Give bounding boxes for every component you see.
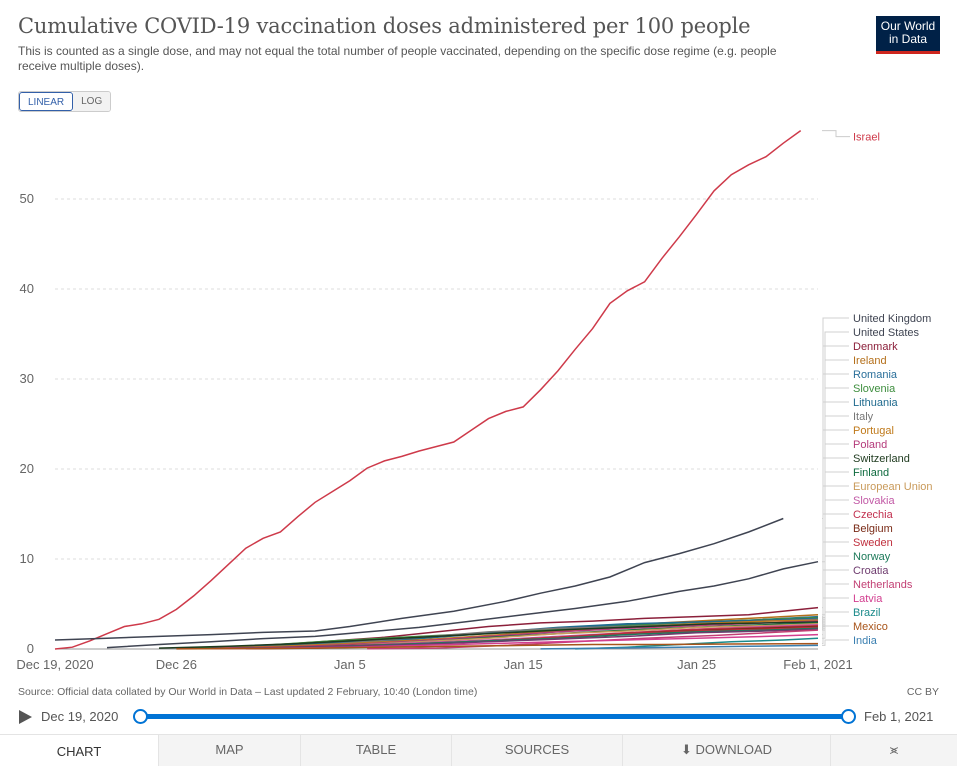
legend-label: Slovakia: [853, 495, 895, 507]
y-tick-label: 20: [20, 461, 34, 476]
legend-connector: [822, 611, 849, 639]
legend-connector: [822, 331, 849, 563]
legend-connector: [822, 597, 849, 636]
legend-label: Brazil: [853, 607, 881, 619]
series-line: [54, 129, 802, 650]
y-tick-label: 0: [27, 641, 34, 656]
legend-label: Italy: [853, 411, 874, 423]
legend-connector: [822, 401, 849, 619]
download-icon: ⬇: [680, 742, 692, 757]
legend-connector: [822, 359, 849, 616]
tab-download[interactable]: ⬇ DOWNLOAD: [622, 735, 830, 766]
logo-line1: Our World: [880, 19, 936, 33]
y-tick-label: 30: [20, 371, 34, 386]
legend-connector: [822, 541, 849, 628]
legend-connector: [822, 443, 849, 622]
legend-connector: [822, 415, 849, 620]
legend-label: Sweden: [853, 537, 893, 549]
legend-label: Latvia: [853, 593, 883, 605]
tab-chart[interactable]: CHART: [0, 735, 158, 766]
legend-label: India: [853, 635, 878, 647]
timeline-end-date: Feb 1, 2021: [864, 709, 934, 724]
timeline-start-handle[interactable]: [133, 709, 148, 724]
chart-title: Cumulative COVID-19 vaccination doses ad…: [18, 14, 751, 38]
legend-label: Israel: [853, 132, 880, 144]
linear-scale-button[interactable]: LINEAR: [19, 92, 74, 111]
chart-subtitle: This is counted as a single dose, and ma…: [18, 44, 777, 73]
legend-label: Croatia: [853, 565, 889, 577]
y-tick-label: 40: [20, 281, 34, 296]
legend-connector: [822, 499, 849, 626]
legend-label: Lithuania: [853, 397, 899, 409]
legend-connector: [822, 583, 849, 631]
legend-label: Belgium: [853, 523, 893, 535]
legend-connector: [822, 639, 849, 646]
x-tick-label: Dec 19, 2020: [16, 657, 93, 672]
x-tick-label: Jan 15: [504, 657, 543, 672]
chart-grid: [55, 198, 818, 650]
series-line: [540, 644, 819, 650]
chart-legend: Israel United Kingdom United States Denmark…: [822, 130, 933, 647]
legend-label: Denmark: [853, 341, 898, 353]
legend-connector: [822, 471, 849, 624]
log-scale-button[interactable]: LOG: [73, 92, 111, 111]
x-tick-label: Jan 5: [334, 657, 366, 672]
chart-axes: 0 10 20 30 40 50 Dec 19, 2020 Dec 26 Jan 5 Jan 15…: [16, 191, 852, 672]
series-line: [176, 642, 819, 650]
timeline-end-handle[interactable]: [841, 709, 856, 724]
source-note: Source: Official data collated by Our Wo…: [18, 686, 478, 698]
scale-toggle: LINEAR LOG: [18, 91, 112, 112]
legend-label: Poland: [853, 439, 887, 451]
x-tick-label: Dec 26: [156, 657, 197, 672]
legend-connector: [822, 373, 849, 618]
legend-label: United States: [853, 327, 920, 339]
series-line: [158, 621, 819, 649]
legend-connector: [822, 569, 849, 630]
tab-share[interactable]: ⪤: [830, 735, 957, 766]
legend-connector: [822, 485, 849, 625]
legend-label: European Union: [853, 481, 933, 493]
chart-series: [54, 129, 819, 650]
legend-label: Finland: [853, 467, 889, 479]
tab-map[interactable]: MAP: [158, 735, 300, 766]
share-icon: ⪤: [889, 742, 899, 757]
legend-label: Romania: [853, 369, 898, 381]
legend-label: Ireland: [853, 355, 887, 367]
series-line: [106, 560, 819, 649]
timeline-start-date: Dec 19, 2020: [41, 709, 119, 724]
timeline-track[interactable]: [140, 714, 848, 719]
line-chart: Israel United Kingdom United States Denmark…: [16, 129, 933, 672]
legend-label: Slovenia: [853, 383, 896, 395]
y-tick-label: 10: [20, 551, 34, 566]
legend-label: Mexico: [853, 621, 888, 633]
legend-label: Portugal: [853, 425, 894, 437]
legend-connector: [822, 429, 849, 621]
tab-table[interactable]: TABLE: [300, 735, 451, 766]
legend-connector: [822, 387, 849, 618]
legend-label: Switzerland: [853, 453, 910, 465]
owid-logo[interactable]: Our World in Data: [876, 16, 940, 54]
series-line: [54, 517, 784, 641]
legend-connector: [822, 625, 849, 645]
legend-label: Netherlands: [853, 579, 913, 591]
legend-connector: [822, 457, 849, 623]
legend-connector: [822, 317, 849, 519]
license-link[interactable]: CC BY: [906, 686, 939, 698]
legend-label: Czechia: [853, 509, 894, 521]
tab-download-label: DOWNLOAD: [695, 742, 773, 757]
series-line: [211, 619, 819, 649]
logo-line2: in Data: [888, 32, 928, 46]
y-tick-label: 50: [20, 191, 34, 206]
legend-label: Norway: [853, 551, 891, 563]
x-tick-label: Feb 1, 2021: [783, 657, 852, 672]
legend-label: United Kingdom: [853, 313, 931, 325]
legend-connector: [822, 345, 849, 609]
legend-connector: [822, 555, 849, 629]
tab-sources[interactable]: SOURCES: [451, 735, 622, 766]
play-icon[interactable]: [19, 710, 32, 724]
legend-connector: [822, 130, 850, 138]
tab-bar: CHART MAP TABLE SOURCES ⬇ DOWNLOAD ⪤: [0, 734, 957, 766]
timeline: Dec 19, 2020 Feb 1, 2021: [0, 704, 957, 730]
x-tick-label: Jan 25: [677, 657, 716, 672]
